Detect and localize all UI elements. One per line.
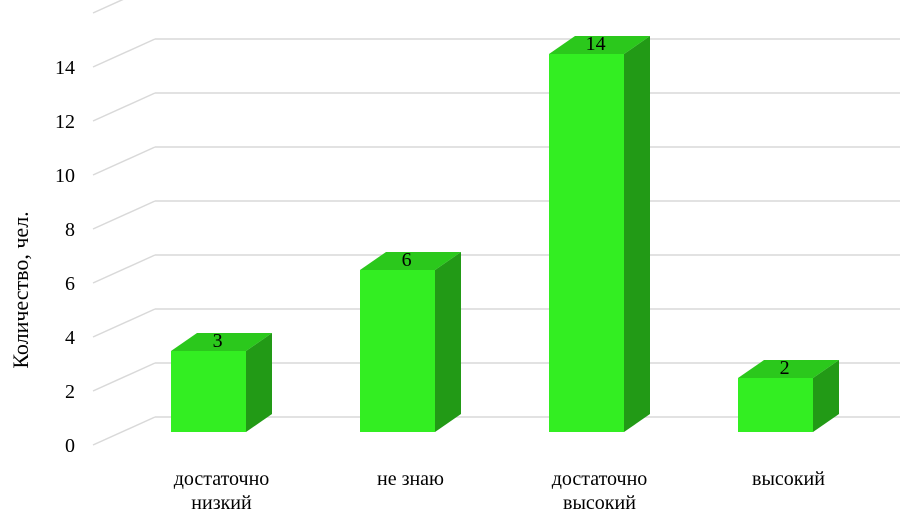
bar-side-0 xyxy=(246,333,272,432)
bar-2 xyxy=(549,54,624,432)
y-tick-label-4: 4 xyxy=(65,327,75,349)
y-tick-label-2: 2 xyxy=(65,381,75,403)
bar-side-2 xyxy=(624,36,650,432)
bar-side-3 xyxy=(813,360,839,432)
gridline-depth-4 xyxy=(92,308,156,338)
y-tick-label-12: 12 xyxy=(55,111,75,133)
gridline-depth-8 xyxy=(92,200,156,230)
gridline-depth-6 xyxy=(92,254,156,284)
gridline-depth-10 xyxy=(92,146,156,176)
gridline-depth-0 xyxy=(92,416,156,446)
gridline-depth-12 xyxy=(92,92,156,122)
gridline-depth-14 xyxy=(92,38,156,68)
x-category-label-3: высокий xyxy=(752,468,825,490)
gridline-depth-2 xyxy=(92,362,156,392)
x-category-label-1: не знаю xyxy=(377,468,444,490)
bar-top-1 xyxy=(360,252,461,270)
x-category-label-0-line-0: достаточно xyxy=(174,468,270,490)
bar-3 xyxy=(738,378,813,432)
y-tick-label-0: 0 xyxy=(65,435,75,457)
bar-top-3 xyxy=(738,360,839,378)
bar-0 xyxy=(171,351,246,432)
bar-1 xyxy=(360,270,435,432)
data-label-2: 14 xyxy=(586,33,606,55)
bar-side-1 xyxy=(435,252,461,432)
y-tick-label-10: 10 xyxy=(55,165,75,187)
y-axis-title: Количество, чел. xyxy=(8,211,33,368)
bar-top-2 xyxy=(549,36,650,54)
data-label-3: 2 xyxy=(780,357,790,379)
y-tick-label-6: 6 xyxy=(65,273,75,295)
y-tick-label-14: 14 xyxy=(55,57,75,79)
gridline-depth-top xyxy=(92,0,124,14)
x-category-label-2-line-1: высокий xyxy=(563,492,636,512)
x-category-label-2-line-0: достаточно xyxy=(552,468,648,490)
x-category-label-0-line-1: низкий xyxy=(191,492,252,512)
y-tick-label-8: 8 xyxy=(65,219,75,241)
bar-top-0 xyxy=(171,333,272,351)
data-label-0: 3 xyxy=(213,330,223,352)
data-label-1: 6 xyxy=(402,249,412,271)
